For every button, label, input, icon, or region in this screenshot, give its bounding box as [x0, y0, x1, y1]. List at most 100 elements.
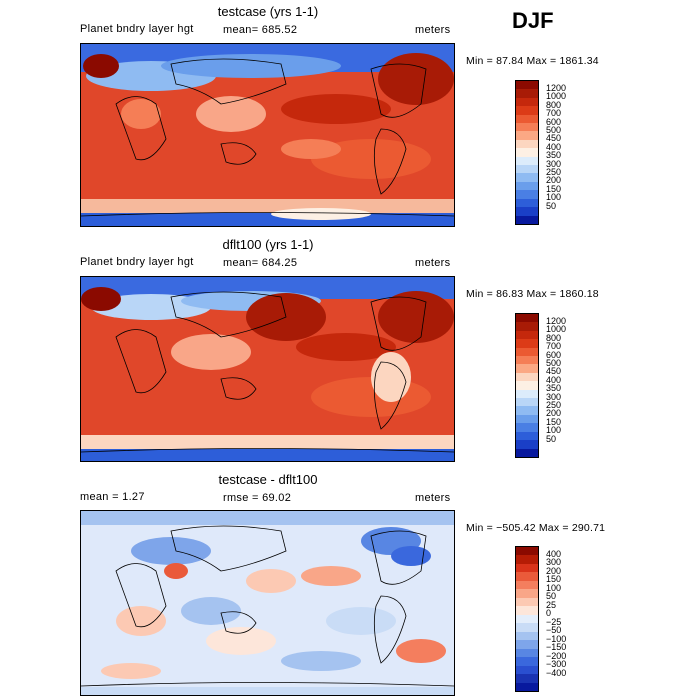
panel-3-colorbar-labels: 400 300 200 150 100 50 25 0 −25 −50 −100 −150 −200 −3…: [546, 546, 586, 692]
colorbar-level-label: 400: [546, 548, 562, 559]
colorbar-level-label: 150: [546, 416, 562, 427]
colorbar-level-label: 600: [546, 116, 562, 127]
colorbar-level-label: −100: [546, 633, 567, 644]
colorbar-swatch: [516, 123, 538, 132]
colorbar-swatch: [516, 381, 538, 390]
colorbar-level-label: 150: [546, 183, 562, 194]
colorbar-level-label: 500: [546, 357, 562, 368]
colorbar-level-label: 100: [546, 582, 562, 593]
colorbar-level-label: 450: [546, 133, 562, 144]
colorbar-level-label: 300: [546, 158, 562, 169]
colorbar-swatch: [516, 181, 538, 191]
colorbar-swatch: [516, 597, 538, 607]
colorbar-level-label: 50: [546, 200, 557, 211]
colorbar-swatch: [516, 614, 538, 624]
colorbar-level-label: 700: [546, 341, 562, 352]
colorbar-level-label: 300: [546, 557, 562, 568]
colorbar-level-label: 250: [546, 167, 562, 178]
panel-1-mean: mean= 685.52: [223, 24, 298, 36]
panel-3-mean: mean = 1.27: [80, 491, 145, 503]
colorbar-swatch: [516, 97, 538, 107]
colorbar-level-label: 600: [546, 349, 562, 360]
colorbar-swatch: [516, 414, 538, 424]
colorbar-swatch: [516, 198, 538, 208]
colorbar-level-label: 200: [546, 408, 562, 419]
panel-2-colorbar: [515, 313, 539, 458]
colorbar-level-label: 1000: [546, 324, 567, 335]
colorbar-level-label: 150: [546, 574, 562, 585]
colorbar-swatch: [516, 389, 538, 399]
panel-3-map: [80, 510, 455, 696]
colorbar-swatch: [516, 640, 538, 649]
colorbar-swatch: [516, 89, 538, 98]
colorbar-level-label: 800: [546, 99, 562, 110]
colorbar-level-label: 200: [546, 175, 562, 186]
panel-3-map-image: [80, 511, 455, 695]
panel-2-map-image: [80, 277, 455, 461]
panel-1-minmax: Min = 87.84 Max = 1861.34: [466, 55, 599, 67]
panel-2-units: meters: [415, 257, 451, 269]
colorbar-level-label: 100: [546, 425, 562, 436]
panel-1-colorbar: [515, 80, 539, 225]
panel-3-title: testcase - dflt100: [218, 472, 318, 487]
colorbar-swatch: [516, 106, 538, 115]
colorbar-level-label: −150: [546, 642, 567, 653]
panel-3-rmse: rmse = 69.02: [223, 492, 292, 504]
colorbar-swatch: [516, 682, 538, 691]
colorbar-level-label: −400: [546, 667, 567, 678]
panel-3-minmax: Min = −505.42 Max = 290.71: [466, 522, 606, 534]
colorbar-level-label: 50: [546, 433, 557, 444]
panel-1-map-image: [80, 44, 455, 226]
colorbar-swatch: [516, 440, 538, 449]
colorbar-swatch: [516, 665, 538, 675]
colorbar-swatch: [516, 156, 538, 166]
colorbar-swatch: [516, 657, 538, 666]
colorbar-swatch: [516, 555, 538, 564]
panel-2-colorbar-labels: 1200 1000 800 700 600 500 450 400 350 300 250 200 15…: [546, 313, 586, 458]
colorbar-level-label: 300: [546, 391, 562, 402]
colorbar-level-label: 200: [546, 565, 562, 576]
colorbar-swatch: [516, 330, 538, 340]
colorbar-swatch: [516, 190, 538, 199]
colorbar-swatch: [516, 580, 538, 590]
colorbar-level-label: 100: [546, 192, 562, 203]
colorbar-swatch: [516, 631, 538, 641]
colorbar-swatch: [516, 589, 538, 598]
colorbar-swatch: [516, 674, 538, 683]
colorbar-swatch: [516, 81, 538, 90]
colorbar-swatch: [516, 131, 538, 140]
colorbar-swatch: [516, 372, 538, 382]
colorbar-swatch: [516, 165, 538, 174]
colorbar-swatch: [516, 398, 538, 407]
colorbar-swatch: [516, 148, 538, 157]
panel-3-units: meters: [415, 492, 451, 504]
colorbar-level-label: −50: [546, 625, 562, 636]
colorbar-swatch: [516, 648, 538, 658]
colorbar-level-label: 50: [546, 591, 557, 602]
colorbar-level-label: 400: [546, 141, 562, 152]
panel-1-colorbar-labels: 1200 1000 800 700 600 500 450 400 350 300 250 200 15…: [546, 80, 586, 225]
colorbar-swatch: [516, 448, 538, 457]
colorbar-swatch: [516, 356, 538, 365]
colorbar-level-label: 400: [546, 374, 562, 385]
colorbar-level-label: 1200: [546, 315, 567, 326]
colorbar-swatch: [516, 114, 538, 124]
colorbar-level-label: 1000: [546, 91, 567, 102]
panel-2-title: dflt100 (yrs 1-1): [222, 237, 314, 252]
colorbar-level-label: 25: [546, 599, 557, 610]
colorbar-swatch: [516, 215, 538, 224]
colorbar-level-label: −300: [546, 659, 567, 670]
colorbar-swatch: [516, 207, 538, 216]
colorbar-swatch: [516, 347, 538, 357]
colorbar-level-label: 0: [546, 608, 552, 619]
panel-1-units: meters: [415, 24, 451, 36]
panel-1-map: [80, 43, 455, 227]
panel-2-field-label: Planet bndry layer hgt: [80, 256, 194, 268]
panel-3-colorbar: [515, 546, 539, 692]
colorbar-level-label: 700: [546, 108, 562, 119]
panel-2-mean: mean= 684.25: [223, 257, 298, 269]
panel-1-title: testcase (yrs 1-1): [217, 4, 319, 19]
colorbar-level-label: 250: [546, 400, 562, 411]
colorbar-level-label: 500: [546, 124, 562, 135]
colorbar-level-label: 350: [546, 150, 562, 161]
